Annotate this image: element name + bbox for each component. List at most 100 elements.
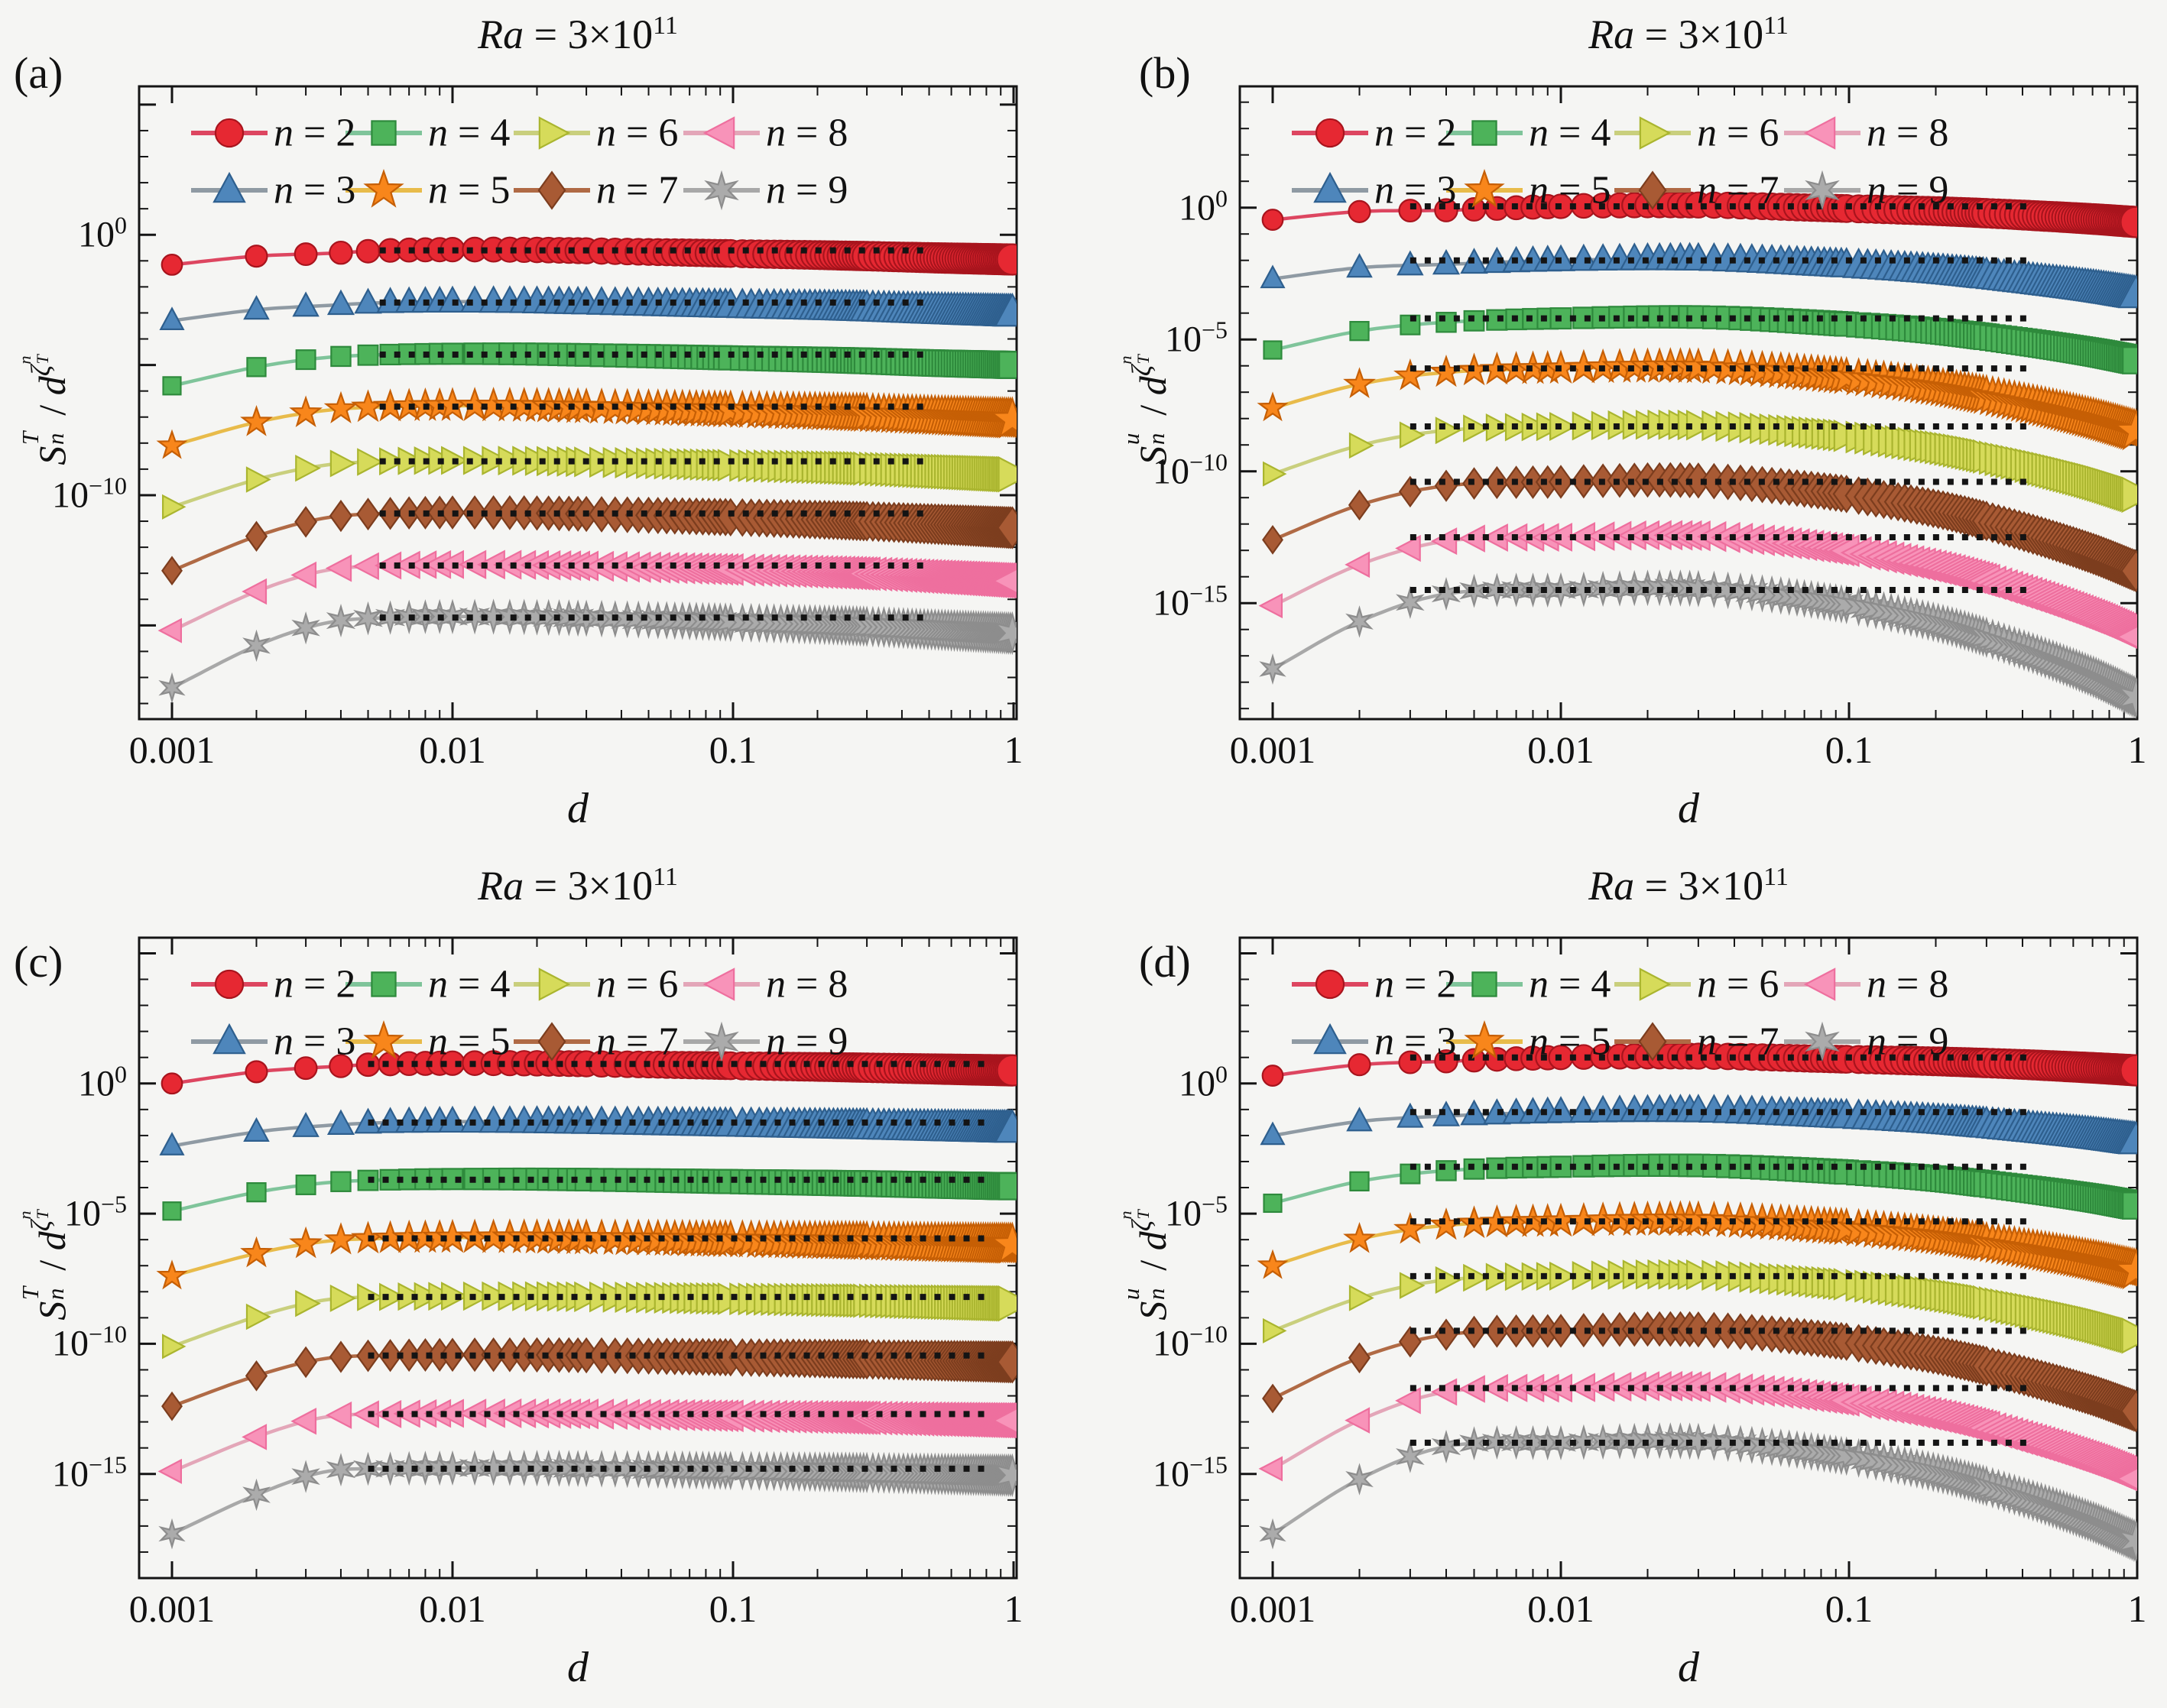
title-mantissa: 3×10: [567, 863, 654, 909]
panel-c-legend-label-n6: n = 6: [596, 962, 678, 1007]
panel-b-ytick-10e-5: 10−5: [1098, 316, 1228, 361]
ytick-exponent: −5: [1201, 316, 1228, 344]
panel-c: [138, 936, 1018, 1580]
ytick-exponent: −10: [88, 472, 127, 500]
legend-n-symbol: n: [1867, 168, 1886, 212]
legend-n-symbol: n: [274, 1019, 294, 1064]
legend-value: = 7: [1717, 168, 1779, 212]
legend-n-symbol: n: [596, 1019, 616, 1064]
panel-b-ytick-10e0: 100: [1098, 186, 1228, 228]
panel-d-legend-label-n6: n = 6: [1697, 962, 1779, 1007]
panel-c-legend-label-n8: n = 8: [766, 962, 848, 1007]
ytick-base: 10: [51, 1323, 89, 1364]
legend-value: = 8: [1886, 962, 1949, 1006]
panel-a-series-n9: [158, 598, 1017, 704]
panel-c-legend-markers: [191, 967, 760, 1062]
legend-value: = 7: [616, 1019, 679, 1064]
legend-n-symbol: n: [1697, 1019, 1717, 1064]
ytick-base: 10: [1152, 1454, 1189, 1495]
legend-value: = 4: [1549, 962, 1611, 1006]
panel-b-series-n5: [1257, 347, 2137, 451]
legend-n-symbol: n: [428, 111, 448, 155]
panel-a-series-n2: [161, 236, 1017, 276]
panel-b-ytick-10e-10: 10−10: [1098, 449, 1228, 492]
legend-n-symbol: n: [1867, 1019, 1886, 1064]
ylabel-part: u: [1117, 433, 1144, 446]
legend-n-symbol: n: [1697, 962, 1717, 1006]
ytick-exponent: −15: [1189, 1450, 1228, 1479]
ytick-exponent: −10: [1189, 1320, 1228, 1348]
ytick-exponent: 0: [1215, 1060, 1228, 1088]
ytick-exponent: −15: [88, 1450, 127, 1479]
legend-value: = 4: [1549, 111, 1611, 155]
ytick-exponent: −15: [1189, 579, 1228, 608]
legend-value: = 4: [448, 111, 511, 155]
panel-c-ytick-10e-5: 10−5: [0, 1192, 127, 1235]
panel-d-series-n8: [1258, 1370, 2137, 1492]
legend-n-symbol: n: [596, 111, 616, 155]
panel-a: [138, 85, 1018, 721]
legend-value: = 7: [1717, 1019, 1779, 1064]
panel-b: [1238, 85, 2139, 721]
legend-n-symbol: n: [1867, 111, 1886, 155]
panel-d-legend-label-n7: n = 7: [1697, 1019, 1779, 1065]
panel-c-legend-label-n7: n = 7: [596, 1019, 678, 1065]
panel-a-legend-label-n8: n = 8: [766, 111, 848, 156]
legend-value: = 3: [294, 1019, 356, 1064]
panel-c-series-n6: [162, 1281, 1017, 1360]
legend-value: = 5: [1549, 168, 1611, 212]
panel-b-series-n7: [1262, 462, 2137, 593]
panel-c-legend-label-n3: n = 3: [274, 1019, 355, 1065]
panel-d-series-n5: [1257, 1200, 2137, 1290]
panel-d-ytick-10e-10: 10−10: [1098, 1320, 1228, 1365]
ytick-base: 10: [1179, 1063, 1215, 1104]
ylabel-part: n: [1142, 433, 1169, 446]
panel-d-legend-label-n9: n = 9: [1867, 1019, 1948, 1065]
panel-d-xtick-0.001: 0.001: [1229, 1587, 1316, 1630]
panel-c-series-n3: [159, 1105, 1017, 1155]
legend-n-symbol: n: [1697, 111, 1717, 155]
ylabel-part: ζ: [1126, 365, 1157, 377]
ylabel-part: T: [16, 431, 44, 446]
ylabel-part: u: [1117, 1288, 1144, 1301]
legend-value: = 2: [294, 111, 356, 155]
ylabel-part: ζ: [25, 365, 57, 377]
legend-n-symbol: n: [1529, 168, 1549, 212]
legend-n-symbol: n: [1374, 962, 1394, 1006]
ytick-exponent: 0: [115, 1060, 127, 1088]
panel-b-ytick-10e-15: 10−15: [1098, 582, 1228, 624]
panel-b-legend-label-n7: n = 7: [1697, 168, 1779, 213]
ylabel-part: T: [33, 355, 53, 365]
ytick-base: 10: [63, 1193, 101, 1234]
ylabel-part: /: [31, 395, 73, 416]
title-ra: Ra: [478, 863, 524, 909]
panel-d-legend-markers: [1292, 967, 1860, 1062]
panel-d-ytick-10e-15: 10−15: [1098, 1450, 1228, 1495]
title-mantissa: 3×10: [1678, 863, 1764, 909]
panel-a-dotted-lines: [379, 247, 925, 621]
title-exponent: 11: [653, 863, 678, 891]
ylabel-part: n: [15, 355, 34, 365]
legend-n-symbol: n: [766, 962, 786, 1006]
panel-c-series-n4: [162, 1167, 1017, 1221]
legend-n-symbol: n: [1529, 962, 1549, 1006]
legend-value: = 5: [1549, 1019, 1611, 1064]
ylabel-part: n: [1142, 1288, 1169, 1301]
panel-tag-b: (b): [1139, 48, 1191, 98]
panel-c-series-n5: [156, 1218, 1017, 1290]
legend-value: = 2: [1394, 962, 1457, 1006]
legend-n-symbol: n: [1374, 168, 1394, 212]
panel-tag-a: (a): [14, 48, 63, 98]
panel-a-xtick-1: 1: [1004, 728, 1023, 771]
legend-value: = 3: [1394, 168, 1457, 212]
ylabel-part: S: [1131, 1301, 1174, 1321]
panel-a-legend-label-n6: n = 6: [596, 111, 678, 156]
legend-n-symbol: n: [1374, 111, 1394, 155]
panel-c-xtick-1: 1: [1004, 1587, 1023, 1630]
panel-d-legend-label-n2: n = 2: [1374, 962, 1456, 1007]
ylabel-part: /: [1131, 1250, 1174, 1271]
panel-a-ytick-10e0: 100: [0, 213, 127, 256]
title-exponent: 11: [1763, 11, 1789, 40]
